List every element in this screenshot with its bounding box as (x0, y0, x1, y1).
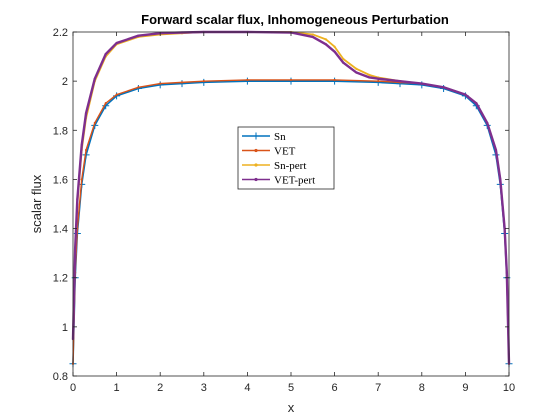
x-axis-label: x (288, 400, 295, 415)
data-point (178, 80, 186, 88)
x-tick-label: 1 (114, 382, 120, 394)
data-point (159, 82, 162, 85)
data-point (377, 77, 380, 80)
x-tick-label: 0 (70, 382, 76, 394)
data-point (104, 102, 107, 105)
data-point (342, 61, 345, 64)
data-point (84, 111, 88, 115)
x-tick-label: 3 (201, 382, 207, 394)
data-point (499, 178, 502, 181)
data-point (246, 78, 249, 82)
data-point (342, 57, 345, 61)
legend-marker (252, 132, 260, 140)
y-tick-label: 0.8 (53, 371, 68, 383)
y-tick-label: 1.8 (53, 125, 68, 137)
data-point (137, 34, 140, 37)
data-point (486, 121, 489, 125)
x-tick-label: 2 (157, 382, 163, 394)
y-tick-label: 1.4 (53, 224, 68, 236)
data-point (80, 143, 83, 147)
data-point (104, 53, 107, 56)
data-point (368, 73, 371, 77)
y-tick-label: 1.2 (53, 273, 68, 285)
data-point (202, 80, 205, 83)
y-axis-label: scalar flux (29, 174, 44, 233)
data-point (494, 148, 498, 152)
x-tick-label: 7 (375, 382, 381, 394)
legend-marker (254, 148, 258, 153)
y-tick-label: 2.2 (53, 27, 68, 39)
data-point (442, 86, 445, 89)
legend-marker (254, 163, 258, 167)
data-point (475, 102, 478, 105)
data-point (355, 71, 358, 74)
y-tick-label: 1.6 (53, 174, 68, 186)
data-point (93, 121, 96, 125)
data-point (503, 227, 506, 230)
data-point (331, 77, 339, 85)
data-point (84, 148, 88, 152)
axis-ticks: 0 1 2 3 4 5 6 7 8 9 10 0.8 1 1.2 1.4 1.6 1.8 2 2.2 (53, 27, 515, 394)
data-point (93, 77, 96, 80)
legend-label: VET-pert (274, 175, 315, 187)
legend: Sn VET Sn-pert VET-pert (237, 126, 335, 190)
data-point (115, 41, 118, 45)
chart-title: Forward scalar flux, Inhomogeneous Pertu… (141, 12, 449, 27)
x-tick-label: 10 (503, 382, 515, 394)
data-point (333, 78, 336, 82)
data-point (180, 81, 184, 84)
data-point (333, 50, 336, 53)
data-point (80, 178, 83, 181)
data-point (76, 197, 79, 201)
legend-item: VET (242, 146, 296, 158)
data-point (420, 82, 423, 85)
legend-marker (254, 177, 258, 182)
x-tick-label: 6 (332, 382, 338, 394)
data-point (324, 43, 327, 46)
data-point (464, 93, 467, 96)
legend-item: Sn (242, 131, 286, 143)
data-point (311, 35, 314, 39)
series-line (71, 30, 511, 364)
data-point (156, 81, 164, 89)
data-point (200, 78, 208, 86)
data-point (115, 93, 118, 96)
data-point (289, 78, 293, 82)
legend-label: Sn-pert (274, 160, 306, 172)
x-tick-label: 9 (462, 382, 468, 394)
x-tick-label: 4 (244, 382, 250, 394)
data-point (368, 76, 371, 79)
legend-box (237, 126, 335, 190)
plot-area (73, 32, 509, 376)
data-point (377, 80, 380, 83)
data-point (505, 271, 508, 274)
legend-item: VET-pert (242, 175, 315, 187)
data-point (324, 38, 327, 41)
data-point (74, 247, 77, 250)
data-point (137, 86, 140, 89)
data-point (374, 78, 382, 86)
data-point (398, 80, 402, 83)
data-point (243, 77, 251, 85)
y-tick-label: 1 (62, 322, 68, 334)
data-point (355, 67, 358, 70)
x-tick-label: 5 (288, 382, 294, 394)
y-tick-label: 2 (62, 76, 68, 88)
x-tick-label: 8 (419, 382, 425, 394)
data-point (333, 45, 336, 48)
data-point (311, 33, 314, 36)
legend-label: Sn (274, 131, 286, 143)
legend-item: Sn-pert (242, 160, 306, 172)
data-point (287, 77, 295, 85)
legend-label: VET (274, 146, 296, 158)
